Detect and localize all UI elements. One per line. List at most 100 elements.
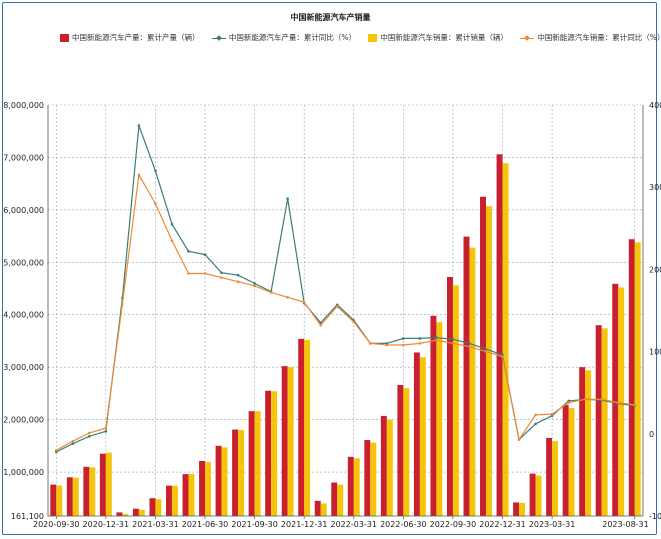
y-right-tick-label: 0 — [649, 430, 654, 439]
bar-production — [463, 236, 470, 516]
bar-production — [182, 474, 189, 516]
bar-production — [116, 512, 123, 516]
bar-sales — [601, 328, 608, 516]
point-sales-yoy — [435, 338, 438, 342]
legend-item-production[interactable]: 中国新能源汽车产量：累计产量（辆） — [60, 32, 200, 43]
point-sales-yoy — [269, 291, 273, 294]
y-right-tick-label: 200 — [649, 265, 661, 274]
point-sales-yoy — [368, 342, 372, 345]
point-production-yoy — [402, 337, 405, 340]
point-production-yoy — [203, 253, 207, 256]
bar-sales — [89, 467, 96, 516]
point-sales-yoy — [203, 272, 207, 275]
point-sales-yoy — [402, 343, 405, 347]
x-tick-label: 2021-03-31 — [132, 520, 179, 529]
point-sales-yoy — [633, 403, 637, 407]
y-left-tick-label: 161,100 — [11, 512, 44, 521]
bar-sales — [519, 502, 525, 516]
bar-sales — [436, 322, 443, 516]
y-left-tick-label: 2,000,000 — [3, 416, 44, 425]
bar-sales — [221, 447, 228, 516]
y-right-tick-label: -100 — [649, 512, 661, 521]
point-sales-yoy — [451, 342, 455, 345]
bar-production — [99, 453, 106, 516]
point-sales-yoy — [187, 272, 190, 275]
bar-sales — [304, 339, 311, 516]
point-sales-yoy — [335, 305, 339, 308]
bar-production — [314, 500, 321, 516]
point-production-yoy — [71, 442, 75, 445]
point-production-yoy — [468, 342, 471, 345]
x-tick-label: 2023-08-31 — [602, 520, 649, 529]
point-sales-yoy — [418, 342, 422, 345]
line-sales-yoy — [56, 173, 635, 451]
point-production-yoy — [236, 273, 240, 277]
y-left-tick-label: 4,000,000 — [3, 311, 44, 320]
bar-production — [347, 456, 354, 516]
chart-legend: 中国新能源汽车产量：累计产量（辆） 中国新能源汽车产量：累计同比（%） 中国新能… — [60, 32, 661, 46]
point-production-yoy — [154, 169, 157, 173]
bar-sales — [634, 242, 641, 516]
bar-sales — [105, 452, 112, 516]
line-production-yoy — [56, 125, 635, 453]
bar-sales — [155, 499, 162, 516]
bar-production — [430, 315, 437, 516]
legend-item-sales[interactable]: 中国新能源汽车销量：累计销量（辆） — [368, 32, 508, 43]
bar-production — [215, 445, 222, 516]
bar-sales — [353, 458, 360, 516]
bar-production — [364, 440, 371, 516]
bar-production — [83, 466, 90, 516]
y-left-tick-label: 7,000,000 — [3, 153, 44, 162]
legend-label-production: 中国新能源汽车产量：累计产量（辆） — [72, 33, 200, 42]
x-tick-label: 2022-06-30 — [380, 520, 427, 529]
point-sales-yoy — [220, 276, 223, 279]
y-right-tick-label: 100 — [649, 348, 661, 357]
bar-production — [132, 508, 139, 516]
point-sales-yoy — [600, 397, 603, 401]
point-production-yoy — [137, 124, 141, 127]
bar-sales — [469, 247, 476, 516]
point-sales-yoy — [517, 438, 521, 441]
legend-label-sales-yoy: 中国新能源汽车销量：累计同比（%） — [537, 33, 661, 42]
point-sales-yoy — [154, 202, 157, 205]
bar-production — [446, 276, 453, 516]
bar-sales — [535, 475, 542, 516]
y-right-tick-label: 300 — [649, 183, 661, 192]
point-production-yoy — [435, 336, 438, 339]
point-production-yoy — [170, 222, 174, 226]
point-production-yoy — [104, 430, 108, 433]
bar-sales — [386, 419, 393, 516]
bar-sales — [552, 441, 559, 516]
chart-title: 中国新能源汽车产销量 — [290, 13, 371, 22]
point-production-yoy — [286, 197, 289, 201]
bar-production — [496, 154, 503, 516]
y-left-tick-label: 6,000,000 — [3, 206, 44, 215]
bar-production — [248, 411, 255, 516]
bar-production — [562, 404, 569, 516]
point-sales-yoy — [286, 296, 289, 299]
bar-production — [628, 239, 635, 517]
x-tick-label: 2020-12-31 — [83, 520, 130, 529]
point-production-yoy — [187, 250, 190, 253]
point-sales-yoy — [54, 448, 58, 452]
legend-item-sales-yoy[interactable]: 中国新能源汽车销量：累计同比（%） — [520, 32, 661, 43]
point-sales-yoy — [71, 439, 75, 443]
point-production-yoy — [451, 337, 455, 341]
bar-production — [595, 325, 602, 516]
bar-production — [546, 437, 553, 516]
point-production-yoy — [253, 282, 256, 285]
legend-item-production-yoy[interactable]: 中国新能源汽车产量：累计同比（%） — [211, 32, 356, 43]
y-left-tick-label: 3,000,000 — [3, 363, 44, 372]
y-right-tick-label: 400 — [649, 101, 661, 110]
bar-sales — [502, 163, 509, 516]
bar-sales — [403, 388, 410, 516]
x-tick-label: 2022-09-30 — [430, 520, 477, 529]
x-tick-label: 2023-03-31 — [529, 520, 576, 529]
line-series — [54, 124, 637, 454]
point-sales-yoy — [253, 284, 256, 288]
bar-production — [50, 484, 57, 516]
x-tick-label: 2021-09-30 — [231, 520, 278, 529]
bar-production — [281, 366, 288, 516]
bar-production — [298, 338, 305, 516]
